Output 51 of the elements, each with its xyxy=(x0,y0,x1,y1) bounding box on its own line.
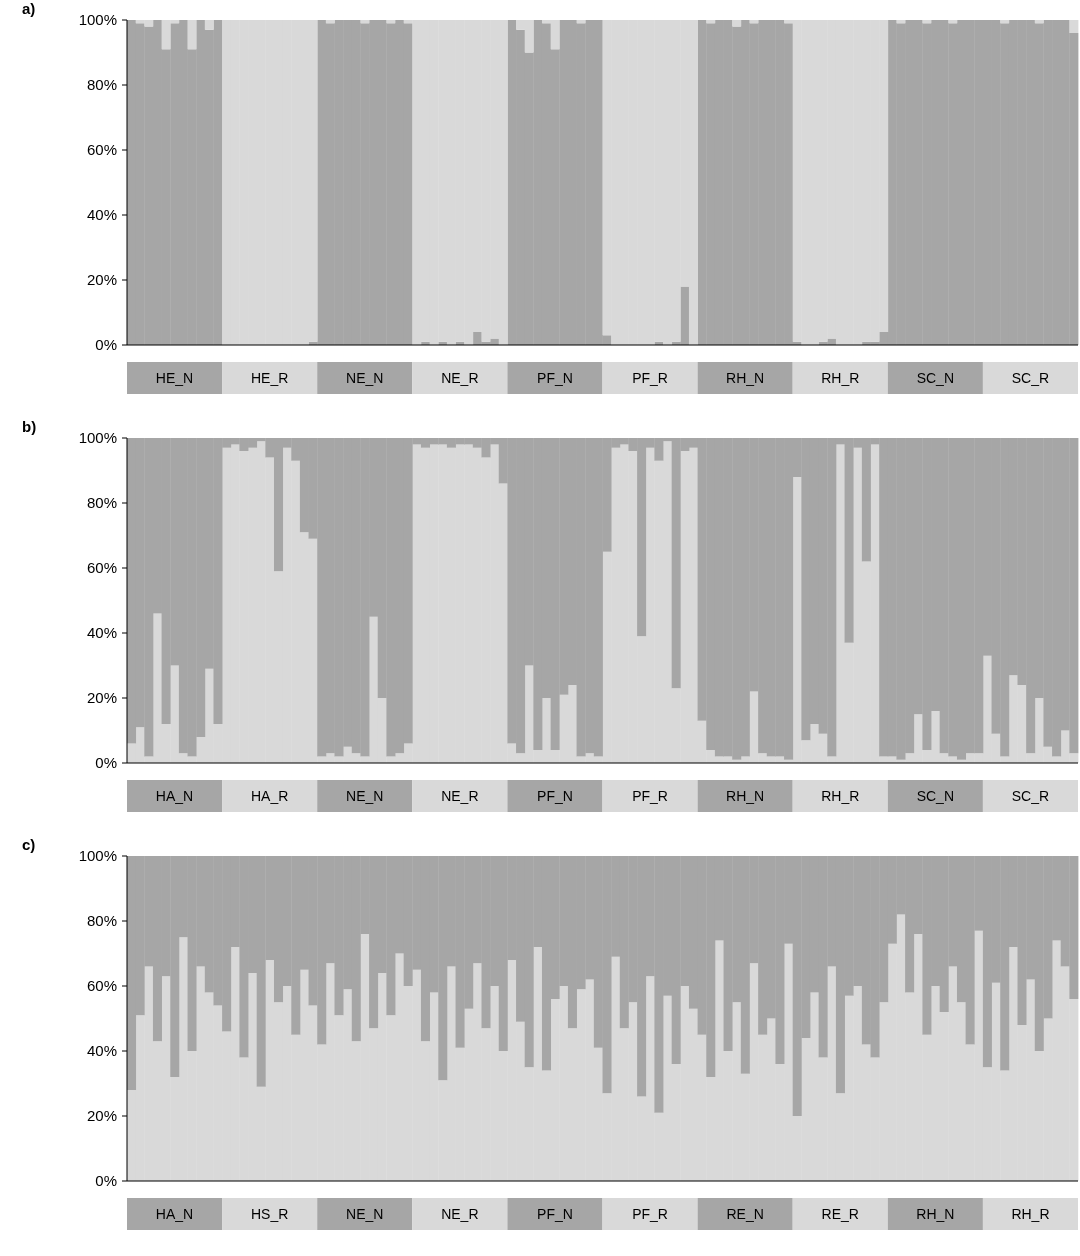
x-tick-label: RH_N xyxy=(916,1205,955,1222)
y-tick-label: 80% xyxy=(86,912,117,930)
y-tick-label: 100% xyxy=(78,11,117,29)
x-tick-label: SC_N xyxy=(916,369,955,386)
x-tick-label: NE_R xyxy=(441,787,479,804)
x-tick-label: NE_R xyxy=(441,1205,479,1222)
x-tick-label: RE_N xyxy=(726,1205,764,1222)
y-tick-label: 60% xyxy=(86,977,117,995)
x-tick-label: RH_R xyxy=(821,369,860,386)
y-tick-label: 20% xyxy=(86,271,117,289)
y-tick-label: 100% xyxy=(78,847,117,865)
x-tick-label: NE_N xyxy=(346,369,384,386)
y-tick-label: 20% xyxy=(86,689,117,707)
x-tick-label: NE_N xyxy=(346,1205,384,1222)
y-tick-label: 60% xyxy=(86,141,117,159)
x-tick-label: RH_N xyxy=(726,787,765,804)
x-tick-label: RH_N xyxy=(726,369,765,386)
x-tick-label: PF_N xyxy=(537,787,573,804)
y-tick-label: 0% xyxy=(95,1172,117,1190)
x-tick-label: HS_R xyxy=(250,1205,289,1222)
y-tick-label: 0% xyxy=(95,336,117,354)
x-tick-label: HA_N xyxy=(155,1205,194,1222)
x-tick-label: HA_N xyxy=(155,787,194,804)
x-tick-label: NE_R xyxy=(441,369,479,386)
chart-title: a) xyxy=(22,0,36,17)
y-tick-label: 80% xyxy=(86,76,117,94)
x-tick-label: PF_R xyxy=(632,369,668,386)
x-tick-label: SC_R xyxy=(1011,369,1050,386)
x-tick-label: SC_R xyxy=(1011,787,1050,804)
y-tick-label: 80% xyxy=(86,494,117,512)
x-tick-label: HA_R xyxy=(250,787,289,804)
x-tick-label: NE_N xyxy=(346,787,384,804)
y-tick-label: 0% xyxy=(95,754,117,772)
chart-title: c) xyxy=(22,836,36,853)
y-tick-label: 40% xyxy=(86,1042,117,1060)
x-tick-label: SC_N xyxy=(916,787,955,804)
x-tick-label: RH_R xyxy=(1011,1205,1050,1222)
chart-title: b) xyxy=(22,418,37,435)
x-tick-label: HE_R xyxy=(250,369,289,386)
y-tick-label: 20% xyxy=(86,1107,117,1125)
x-tick-label: PF_N xyxy=(537,1205,573,1222)
x-tick-label: HE_N xyxy=(155,369,194,386)
x-tick-label: RE_R xyxy=(821,1205,859,1222)
y-tick-label: 60% xyxy=(86,559,117,577)
x-tick-label: PF_R xyxy=(632,787,668,804)
y-tick-label: 40% xyxy=(86,624,117,642)
y-tick-label: 100% xyxy=(78,429,117,447)
x-tick-label: RH_R xyxy=(821,787,860,804)
x-tick-label: PF_R xyxy=(632,1205,668,1222)
y-tick-label: 40% xyxy=(86,206,117,224)
x-tick-label: PF_N xyxy=(537,369,573,386)
